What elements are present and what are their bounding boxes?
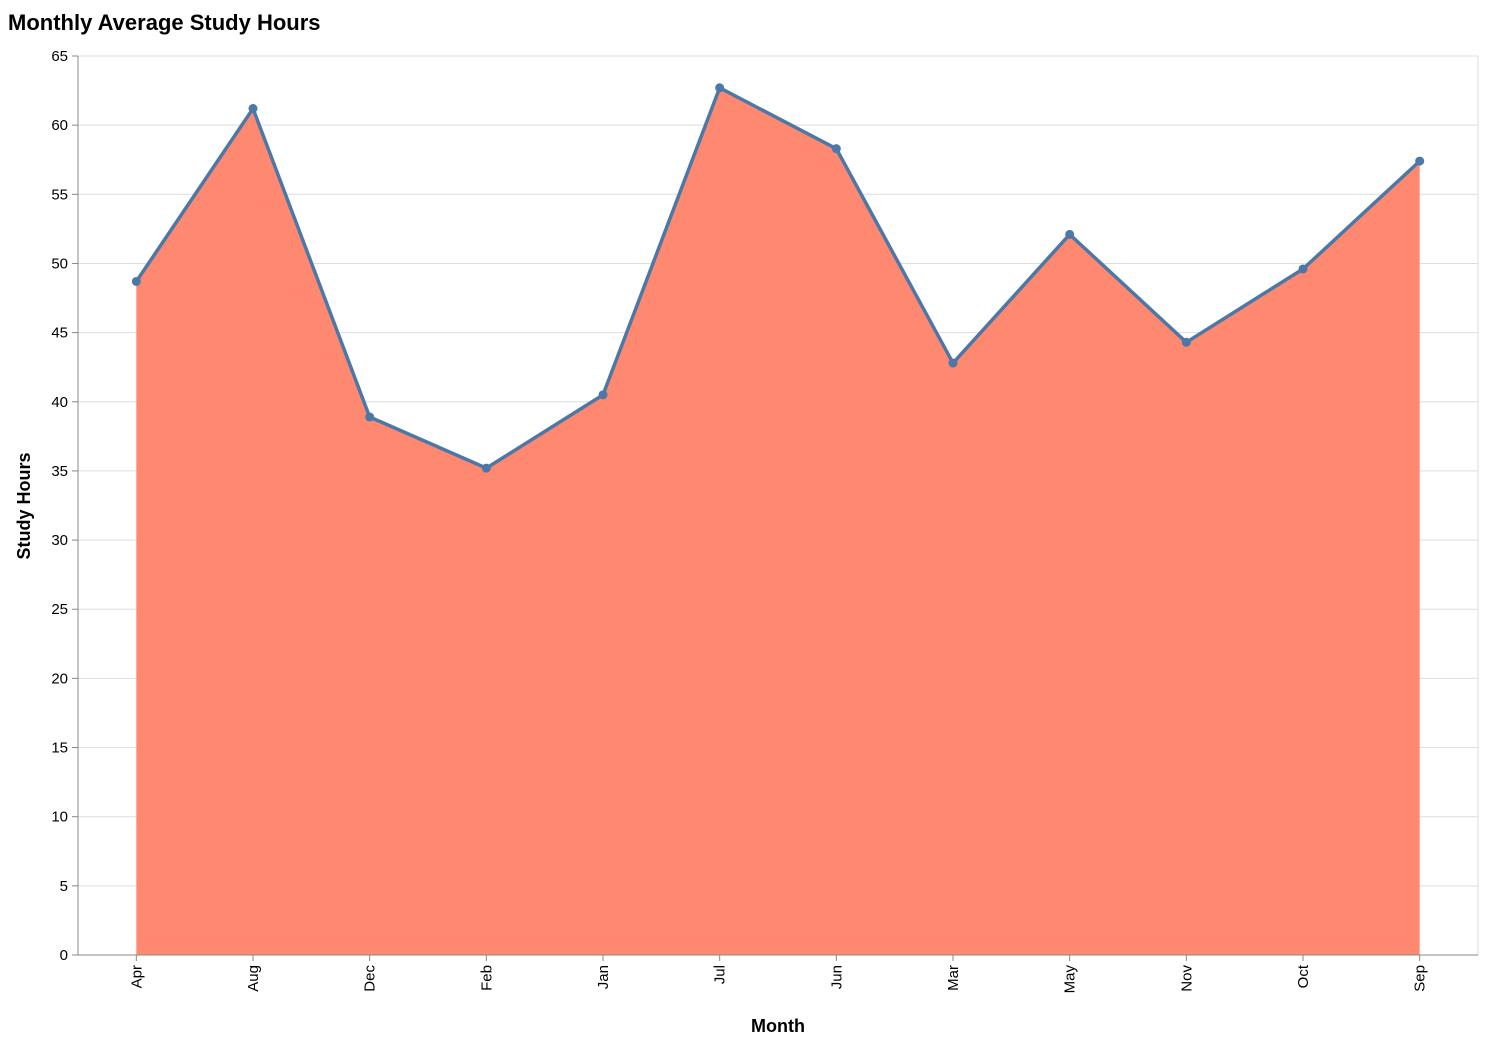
data-point	[248, 104, 258, 114]
series-line	[134, 86, 1421, 470]
x-tick-label: Jan	[595, 965, 612, 989]
chart-title: Monthly Average Study Hours	[8, 10, 321, 35]
data-point	[1415, 156, 1425, 166]
x-tick-label: Mar	[945, 965, 962, 991]
data-point	[948, 358, 958, 368]
x-tick-label: Oct	[1295, 964, 1312, 988]
x-axis-ticks: Apr Aug Dec Feb Jan Jul Jun Mar May Nov Oct Sep	[128, 955, 1429, 994]
line-layer	[134, 86, 1421, 470]
x-tick-label: May	[1062, 965, 1079, 994]
data-point	[481, 463, 491, 473]
x-tick-label: Apr	[128, 965, 145, 988]
y-tick-label: 65	[51, 48, 68, 65]
y-tick-label: 55	[51, 186, 68, 203]
y-tick-label: 0	[60, 947, 68, 964]
data-point	[1298, 264, 1308, 274]
y-tick-label: 25	[51, 601, 68, 618]
y-tick-label: 5	[60, 878, 68, 895]
axes	[77, 56, 1478, 956]
y-tick-label: 50	[51, 255, 68, 272]
data-point	[831, 144, 841, 154]
y-axis-title: Study Hours	[14, 452, 34, 559]
data-point	[131, 276, 141, 286]
point-layer	[131, 83, 1425, 473]
x-tick-label: Feb	[478, 965, 495, 991]
x-tick-label: Jul	[712, 965, 729, 984]
x-tick-label: Aug	[245, 965, 262, 992]
x-tick-label: Sep	[1412, 965, 1429, 992]
y-tick-label: 20	[51, 670, 68, 687]
x-axis-title: Month	[751, 1016, 805, 1036]
x-tick-label: Dec	[362, 965, 379, 992]
data-point	[598, 390, 608, 400]
y-tick-label: 60	[51, 117, 68, 134]
data-point	[715, 83, 725, 93]
y-tick-label: 45	[51, 325, 68, 342]
series-area	[136, 87, 1420, 955]
y-axis-ticks: 0 5 10 15 20 25 30 35 40 45 50 55 60 65	[51, 48, 78, 964]
y-tick-label: 40	[51, 394, 68, 411]
y-tick-label: 15	[51, 740, 68, 757]
area-layer	[136, 87, 1420, 955]
data-point	[1065, 229, 1075, 239]
x-tick-label: Jun	[828, 965, 845, 989]
y-tick-label: 10	[51, 809, 68, 826]
x-tick-label: Nov	[1178, 965, 1195, 992]
data-point	[1181, 337, 1191, 347]
y-tick-label: 30	[51, 532, 68, 549]
y-tick-label: 35	[51, 463, 68, 480]
data-point	[365, 412, 375, 422]
